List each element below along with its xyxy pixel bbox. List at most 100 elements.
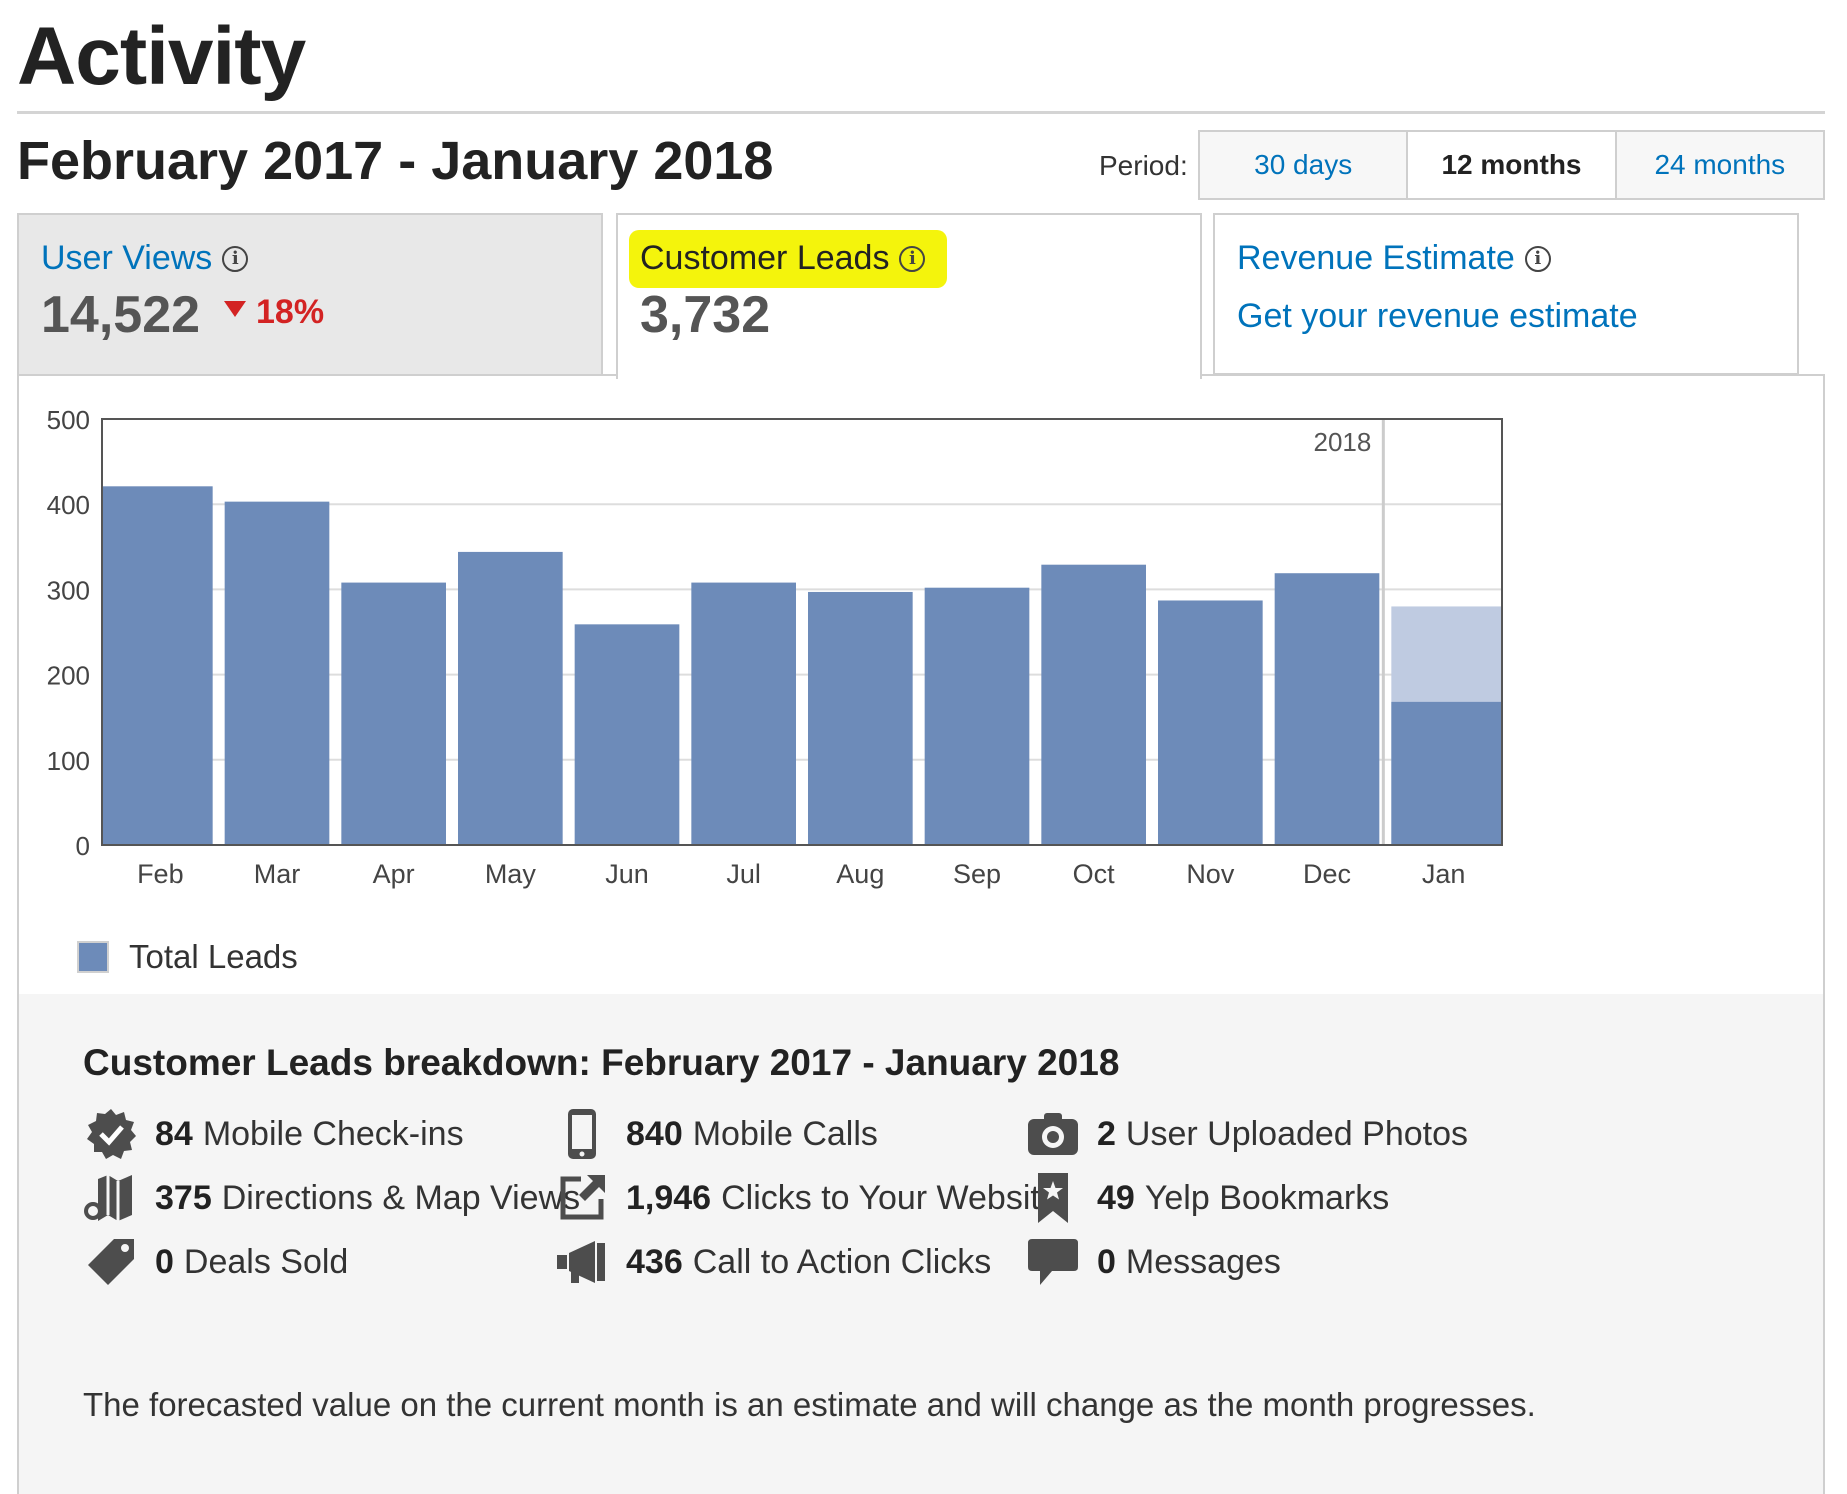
bar-oct xyxy=(1041,564,1146,845)
breakdown-label: Clicks to Your Website xyxy=(721,1178,1059,1217)
date-range-heading: February 2017 - January 2018 xyxy=(17,131,774,191)
arrow-down-icon xyxy=(224,300,246,317)
bar-feb xyxy=(102,486,213,845)
forecast-footnote: The forecasted value on the current mont… xyxy=(83,1386,1536,1423)
plot-frame xyxy=(101,418,1503,846)
breakdown-item-check-ins: 84 Mobile Check-ins xyxy=(83,1106,464,1162)
user-views-change: 18% xyxy=(224,293,324,332)
bar-may xyxy=(458,551,563,845)
legend-swatch xyxy=(77,941,109,973)
breakdown-item-deals: 0 Deals Sold xyxy=(83,1234,348,1290)
breakdown-label: Mobile Check-ins xyxy=(202,1114,464,1153)
bar-apr xyxy=(341,582,446,845)
tab-revenue-estimate[interactable]: Revenue Estimate i Get your revenue esti… xyxy=(1213,213,1799,375)
legend-label: Total Leads xyxy=(129,938,298,975)
x-tick-label: Jan xyxy=(1422,859,1466,889)
period-selector: 30 days 12 months 24 months xyxy=(1198,130,1825,200)
leads-bar-chart: 0 100 200 300 400 500 Feb Mar Apr May Jun Jul Aug Sep… xyxy=(47,405,1503,889)
breakdown-item-bookmarks: 49 Yelp Bookmarks xyxy=(1025,1170,1389,1226)
tab-customer-leads-label: Customer Leads xyxy=(640,239,890,277)
breakdown-title: Customer Leads breakdown: February 2017 … xyxy=(83,1042,1120,1083)
tag-icon xyxy=(83,1234,139,1290)
bar-jan xyxy=(1391,701,1502,845)
x-tick-label: Oct xyxy=(1073,859,1116,889)
bar-aug xyxy=(808,591,913,845)
breakdown-num: 840 xyxy=(626,1114,683,1153)
highlight-marker xyxy=(629,230,947,288)
bar-jul xyxy=(691,582,796,845)
speech-bubble-icon xyxy=(1025,1234,1081,1290)
leads-breakdown: Customer Leads breakdown: February 2017 … xyxy=(19,994,1823,1494)
y-tick-label: 500 xyxy=(47,405,90,435)
breakdown-num: 1,946 xyxy=(626,1178,712,1217)
period-label: Period: xyxy=(1099,150,1188,181)
breakdown-num: 375 xyxy=(155,1178,212,1217)
phone-icon xyxy=(554,1106,610,1162)
breakdown-num: 49 xyxy=(1097,1178,1135,1217)
period-24-months-button[interactable]: 24 months xyxy=(1616,130,1825,200)
tab-revenue-label: Revenue Estimate xyxy=(1237,239,1515,277)
page-title: Activity xyxy=(17,11,306,102)
breakdown-label: Call to Action Clicks xyxy=(692,1242,992,1281)
info-icon[interactable]: i xyxy=(899,245,926,272)
tab-user-views[interactable]: User Views i 14,522 18% xyxy=(17,213,603,375)
bar-mar xyxy=(224,501,330,845)
x-tick-label: Mar xyxy=(254,859,301,889)
leads-panel: 0 100 200 300 400 500 Feb Mar Apr May Jun Jul Aug Sep… xyxy=(17,374,1825,1494)
x-tick-label: Feb xyxy=(137,859,184,889)
breakdown-num: 84 xyxy=(155,1114,193,1153)
period-30-days-button[interactable]: 30 days xyxy=(1198,130,1409,200)
breakdown-item-directions: 375 Directions & Map Views xyxy=(83,1170,580,1226)
y-tick-label: 400 xyxy=(47,490,90,520)
check-badge-icon xyxy=(83,1106,139,1162)
x-tick-label: Jul xyxy=(726,859,761,889)
breakdown-item-photos: 2 User Uploaded Photos xyxy=(1025,1106,1468,1162)
breakdown-label: Directions & Map Views xyxy=(221,1178,581,1217)
bar-nov xyxy=(1158,600,1263,845)
revenue-estimate-link[interactable]: Get your revenue estimate xyxy=(1237,297,1638,335)
breakdown-label: User Uploaded Photos xyxy=(1125,1114,1469,1153)
breakdown-label: Messages xyxy=(1125,1242,1281,1281)
breakdown-item-mobile-calls: 840 Mobile Calls xyxy=(554,1106,878,1162)
year-marker-label: 2018 xyxy=(1313,427,1371,457)
info-icon[interactable]: i xyxy=(222,245,249,272)
external-link-icon xyxy=(554,1170,610,1226)
period-12-months-button[interactable]: 12 months xyxy=(1408,130,1617,200)
y-tick-label: 300 xyxy=(47,575,90,605)
x-tick-label: Apr xyxy=(373,859,415,889)
x-tick-label: May xyxy=(485,859,537,889)
user-views-change-value: 18% xyxy=(256,293,325,331)
x-tick-label: Nov xyxy=(1186,859,1235,889)
breakdown-label: Deals Sold xyxy=(183,1242,349,1281)
tab-user-views-label: User Views xyxy=(41,239,213,277)
x-tick-label: Jun xyxy=(605,859,649,889)
x-tick-label: Sep xyxy=(953,859,1001,889)
megaphone-icon xyxy=(554,1234,610,1290)
breakdown-num: 2 xyxy=(1097,1114,1116,1153)
breakdown-item-website-clicks: 1,946 Clicks to Your Website xyxy=(554,1170,1059,1226)
user-views-value: 14,522 xyxy=(41,286,201,344)
breakdown-num: 0 xyxy=(155,1242,174,1281)
customer-leads-value: 3,732 xyxy=(640,286,771,344)
tab-customer-leads[interactable]: Customer Leads i 3,732 xyxy=(616,213,1202,379)
y-tick-label: 200 xyxy=(47,661,90,691)
breakdown-num: 0 xyxy=(1097,1242,1116,1281)
breakdown-label: Yelp Bookmarks xyxy=(1144,1178,1390,1217)
bar-sep xyxy=(924,587,1030,845)
y-tick-label: 0 xyxy=(76,831,90,861)
camera-icon xyxy=(1025,1106,1081,1162)
info-icon[interactable]: i xyxy=(1524,245,1551,272)
x-tick-label: Dec xyxy=(1303,859,1351,889)
y-tick-label: 100 xyxy=(47,746,90,776)
map-icon xyxy=(83,1170,139,1226)
breakdown-item-messages: 0 Messages xyxy=(1025,1234,1281,1290)
x-tick-label: Aug xyxy=(836,859,884,889)
breakdown-num: 436 xyxy=(626,1242,683,1281)
breakdown-item-cta-clicks: 436 Call to Action Clicks xyxy=(554,1234,991,1290)
breakdown-label: Mobile Calls xyxy=(692,1114,878,1153)
bar-jun xyxy=(574,624,680,845)
chart-legend[interactable]: Total Leads xyxy=(77,938,298,976)
bookmark-icon xyxy=(1025,1170,1081,1226)
title-divider xyxy=(17,111,1825,114)
bar-dec xyxy=(1274,573,1380,845)
